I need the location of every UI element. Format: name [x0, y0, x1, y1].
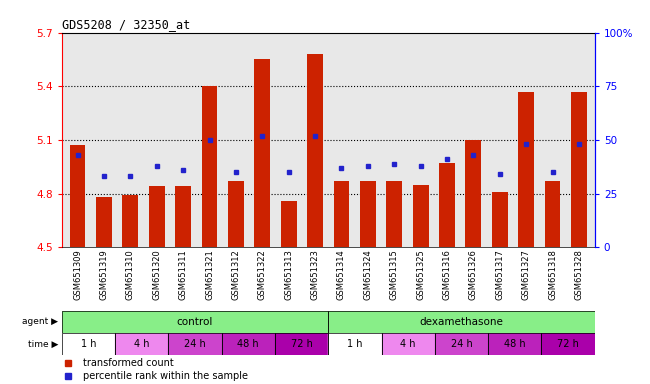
Bar: [281, 201, 296, 247]
Bar: [328, 333, 382, 355]
Text: 48 h: 48 h: [504, 339, 526, 349]
Text: GSM651327: GSM651327: [522, 249, 530, 300]
Text: dexamethasone: dexamethasone: [419, 317, 504, 327]
Bar: [488, 333, 541, 355]
Text: 24 h: 24 h: [450, 339, 473, 349]
Text: GSM651311: GSM651311: [179, 249, 188, 300]
Text: GSM651320: GSM651320: [152, 249, 161, 300]
Text: GSM651312: GSM651312: [231, 249, 240, 300]
Text: GSM651319: GSM651319: [99, 249, 109, 300]
Text: agent ▶: agent ▶: [23, 317, 58, 326]
Text: 1 h: 1 h: [347, 339, 363, 349]
Text: GSM651316: GSM651316: [443, 249, 452, 300]
Text: GSM651309: GSM651309: [73, 249, 82, 300]
Bar: [360, 181, 376, 247]
Bar: [435, 333, 488, 355]
Text: time ▶: time ▶: [28, 339, 58, 349]
Text: GDS5208 / 32350_at: GDS5208 / 32350_at: [62, 18, 190, 31]
Text: GSM651324: GSM651324: [363, 249, 372, 300]
Bar: [62, 311, 328, 333]
Bar: [492, 192, 508, 247]
Text: control: control: [177, 317, 213, 327]
Bar: [254, 60, 270, 247]
Bar: [202, 86, 218, 247]
Bar: [228, 181, 244, 247]
Text: 4 h: 4 h: [134, 339, 150, 349]
Text: GSM651317: GSM651317: [495, 249, 504, 300]
Text: transformed count: transformed count: [83, 358, 174, 368]
Bar: [518, 92, 534, 247]
Bar: [96, 197, 112, 247]
Bar: [386, 181, 402, 247]
Text: GSM651318: GSM651318: [548, 249, 557, 300]
Text: GSM651325: GSM651325: [416, 249, 425, 300]
Bar: [328, 311, 595, 333]
Text: GSM651314: GSM651314: [337, 249, 346, 300]
Bar: [115, 333, 168, 355]
Text: GSM651322: GSM651322: [258, 249, 266, 300]
Text: GSM651323: GSM651323: [311, 249, 320, 300]
Bar: [62, 333, 115, 355]
Text: 48 h: 48 h: [237, 339, 259, 349]
Text: percentile rank within the sample: percentile rank within the sample: [83, 371, 248, 381]
Bar: [168, 333, 222, 355]
Bar: [149, 187, 164, 247]
Bar: [465, 140, 481, 247]
Bar: [541, 333, 595, 355]
Text: GSM651326: GSM651326: [469, 249, 478, 300]
Bar: [333, 181, 349, 247]
Text: 4 h: 4 h: [400, 339, 416, 349]
Text: 1 h: 1 h: [81, 339, 96, 349]
Bar: [307, 54, 323, 247]
Text: GSM651313: GSM651313: [284, 249, 293, 300]
Bar: [275, 333, 328, 355]
Text: 24 h: 24 h: [184, 339, 206, 349]
Text: 72 h: 72 h: [557, 339, 579, 349]
Text: GSM651310: GSM651310: [126, 249, 135, 300]
Bar: [439, 163, 455, 247]
Bar: [70, 145, 86, 247]
Text: GSM651315: GSM651315: [390, 249, 398, 300]
Bar: [545, 181, 560, 247]
Text: GSM651328: GSM651328: [575, 249, 584, 300]
Bar: [122, 195, 138, 247]
Text: 72 h: 72 h: [291, 339, 313, 349]
Bar: [571, 92, 587, 247]
Text: GSM651321: GSM651321: [205, 249, 214, 300]
Bar: [222, 333, 275, 355]
Bar: [176, 187, 191, 247]
Bar: [382, 333, 435, 355]
Bar: [413, 185, 428, 247]
